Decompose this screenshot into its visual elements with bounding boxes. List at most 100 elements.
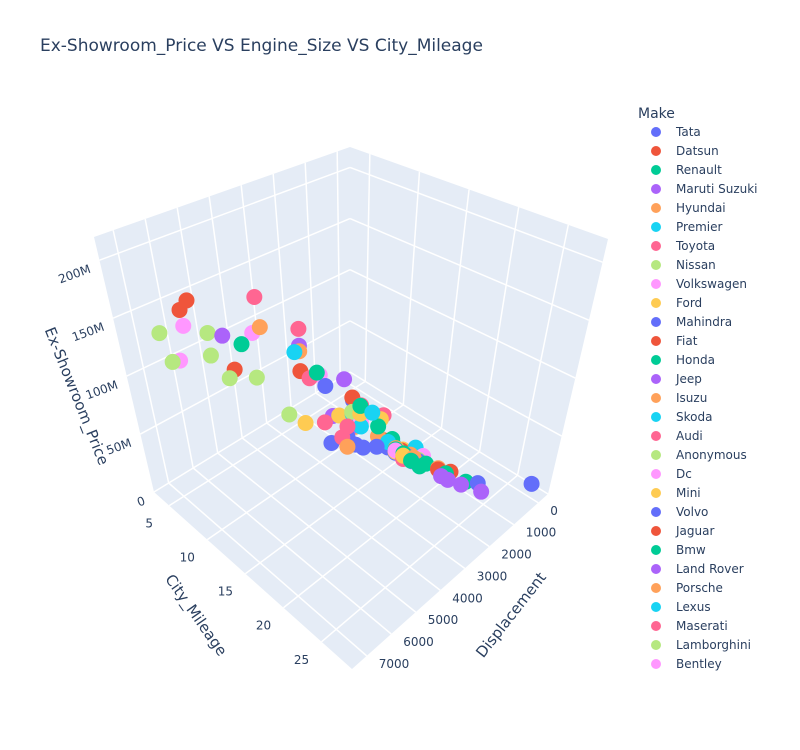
data-point [178,292,195,309]
legend-marker [651,412,661,422]
legend-marker [651,621,661,631]
legend-item[interactable]: Lexus [651,600,711,614]
legend-marker [651,469,661,479]
data-point [453,476,470,493]
legend-item[interactable]: Toyota [651,239,715,253]
legend-item[interactable]: Dc [651,467,692,481]
grid-line [349,217,590,321]
y-tick-label: 5 [145,517,153,531]
grid-line [402,171,421,405]
x-tick-label: 6000 [403,635,434,649]
legend-item[interactable]: Bmw [651,543,706,557]
x-tick-label: 4000 [452,591,483,605]
legend-label: Datsun [676,144,719,158]
grid-line [208,196,243,439]
legend-item[interactable]: Isuzu [651,391,707,405]
legend-label: Volvo [676,505,708,519]
x-tick-label: 2000 [501,548,532,562]
legend-label: Jaguar [675,524,714,538]
grid-line [516,224,570,476]
data-point [246,288,263,305]
grid-line [272,173,292,409]
data-point [317,377,334,394]
legend-label: Audi [676,429,703,443]
data-point [221,370,238,387]
legend-marker [651,355,661,365]
data-point [308,364,325,381]
grid-line [478,207,520,452]
legend-item[interactable]: Nissan [651,258,716,272]
legend-marker [651,279,661,289]
data-point [364,404,381,421]
legend-item[interactable]: Bentley [651,657,722,671]
grid-line [349,269,576,379]
legend-item[interactable]: Audi [651,429,703,443]
grid-line [241,437,441,591]
legend-item[interactable]: Lamborghini [651,638,751,652]
legend-item[interactable]: Mahindra [651,315,732,329]
data-point [439,471,456,488]
data-point [290,320,307,337]
data-point [355,439,372,456]
x-tick-label: 1000 [526,526,557,540]
legend-marker [651,241,661,251]
legend-item[interactable]: Datsun [651,144,719,158]
legend-label: Mini [676,486,701,500]
legend-label: Isuzu [676,391,707,405]
legend-item[interactable]: Premier [651,220,722,234]
data-point [151,325,168,342]
legend-label: Toyota [675,239,715,253]
legend-item[interactable]: Maserati [651,619,728,633]
z-tick-label: 0 [135,494,147,510]
legend-marker [651,431,661,441]
legend-item[interactable]: Volkswagen [651,277,747,291]
grid-line [364,154,371,382]
legend-label: Honda [676,353,715,367]
legend-marker [651,602,661,612]
legend-item[interactable]: Renault [651,163,722,177]
data-point [473,483,490,500]
legend-label: Maserati [676,619,728,633]
legend-label: Ford [676,296,702,310]
data-point [164,353,181,370]
legend-item[interactable]: Anonymous [651,448,747,462]
x-tick-label: 7000 [379,657,410,671]
legend-label: Nissan [676,258,716,272]
data-point [251,319,268,336]
x-tick-label: 3000 [477,569,508,583]
x-tick-label: 0 [550,504,558,518]
legend-item[interactable]: Jaguar [651,524,714,538]
legend-item[interactable]: Skoda [651,410,712,424]
data-point [297,415,314,432]
legend-item[interactable]: Tata [651,125,701,139]
legend-item[interactable]: Volvo [651,505,708,519]
legend-item[interactable]: Fiat [651,334,698,348]
grid-line [336,151,341,379]
data-point [214,327,231,344]
legend-item[interactable]: Maruti Suzuki [651,182,758,196]
legend-item[interactable]: Ford [651,296,702,310]
legend-label: Tata [675,125,701,139]
grid-line [144,218,194,469]
legend-item[interactable]: Jeep [651,372,702,386]
legend-item[interactable]: Mini [651,486,701,500]
legend-item[interactable]: Hyundai [651,201,726,215]
data-point [339,418,356,435]
legend-label: Bmw [676,543,706,557]
legend-item[interactable]: Porsche [651,581,723,595]
y-tick-label: 10 [180,551,195,565]
data-point [339,438,356,455]
legend-marker [651,640,661,650]
legend-label: Hyundai [676,201,726,215]
legend-item[interactable]: Land Rover [651,562,744,576]
data-point [286,344,303,361]
grid-line [140,320,351,435]
data-point [281,406,298,423]
grid-line [349,320,562,437]
y-tick-label: 15 [218,585,233,599]
legend-marker [651,222,661,232]
legend-item[interactable]: Honda [651,353,715,367]
x-tick-label: 5000 [428,613,459,627]
